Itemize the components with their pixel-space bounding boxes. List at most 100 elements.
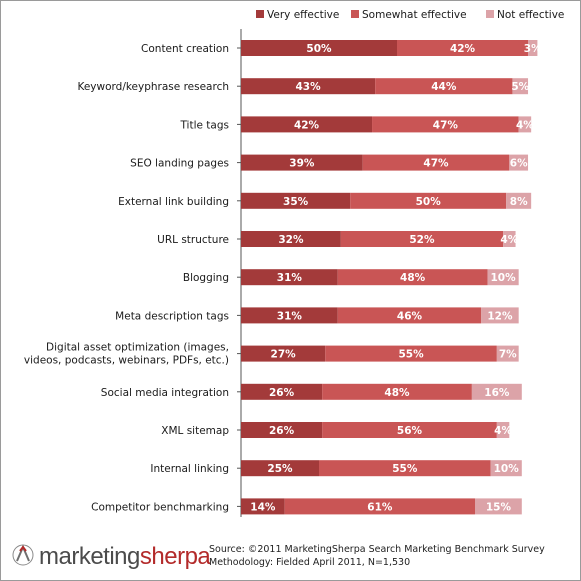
- bar-segment: [319, 460, 491, 477]
- category-label: XML sitemap: [161, 425, 229, 437]
- category-label: Social media integration: [101, 387, 229, 399]
- data-label: 39%: [289, 158, 315, 170]
- data-label: 55%: [398, 349, 424, 361]
- data-label: 47%: [433, 119, 459, 131]
- bar-segment: [241, 460, 319, 477]
- category-label: URL structure: [157, 234, 229, 246]
- bar-segment: [362, 154, 510, 171]
- data-label: 26%: [269, 387, 295, 399]
- source-note: Source: ©2011 MarketingSherpa Search Mar…: [209, 543, 579, 569]
- bar-segment: [322, 383, 472, 400]
- bar-segment: [325, 345, 497, 362]
- data-label: 42%: [294, 119, 320, 131]
- bar-segment: [471, 383, 522, 400]
- data-label: 43%: [296, 81, 322, 93]
- bar-segment: [241, 78, 376, 95]
- category-label: Competitor benchmarking: [91, 501, 229, 513]
- data-label: 42%: [450, 43, 476, 55]
- data-label: 48%: [400, 272, 426, 284]
- bar-segment: [241, 498, 285, 515]
- bar-segment: [397, 40, 529, 56]
- category-label: SEO landing pages: [130, 158, 229, 170]
- bar-segment: [518, 116, 532, 133]
- data-label: 25%: [267, 463, 293, 475]
- data-label: 3%: [524, 43, 542, 55]
- bar-segment: [241, 192, 351, 209]
- bar-segment: [375, 78, 513, 95]
- data-label: 55%: [392, 463, 418, 475]
- logo-text: marketingsherpa: [39, 543, 211, 571]
- category-label: Content creation: [141, 43, 229, 55]
- bar-segment: [337, 269, 488, 286]
- bar-segment: [496, 422, 510, 438]
- data-label: 61%: [367, 501, 393, 513]
- data-label: 31%: [277, 310, 303, 322]
- data-label: 8%: [510, 196, 528, 208]
- bar-segment: [284, 498, 475, 515]
- data-label: 5%: [511, 81, 529, 93]
- category-label: Blogging: [183, 272, 229, 284]
- bar-segment: [528, 40, 538, 56]
- bar-segment: [340, 231, 504, 247]
- data-label: 35%: [283, 196, 309, 208]
- category-label: Internal linking: [150, 463, 229, 475]
- logo-light-text: marketing: [39, 543, 140, 570]
- legend-swatch-2: [486, 10, 494, 18]
- data-label: 26%: [269, 425, 295, 437]
- bar-segment: [337, 307, 482, 324]
- bar-segment: [322, 422, 497, 438]
- data-label: 50%: [306, 43, 332, 55]
- data-label: 44%: [431, 81, 457, 93]
- bar-segment: [241, 116, 373, 133]
- data-label: 4%: [516, 119, 534, 131]
- data-label: 32%: [278, 234, 304, 246]
- category-label: Digital asset optimization (images, video…: [24, 342, 229, 367]
- legend-swatch-1: [351, 10, 359, 18]
- category-label: External link building: [118, 196, 229, 208]
- bar-segment: [509, 154, 529, 171]
- data-label: 52%: [409, 234, 435, 246]
- category-label: Title tags: [179, 119, 229, 131]
- bar-segment: [241, 231, 341, 247]
- data-label: 15%: [486, 501, 512, 513]
- data-label: 10%: [491, 272, 517, 284]
- bar-segment: [481, 307, 519, 324]
- data-label: 7%: [499, 349, 517, 361]
- bar-segment: [503, 231, 516, 247]
- data-label: 50%: [416, 196, 442, 208]
- bar-segment: [241, 307, 338, 324]
- bar-segment: [241, 40, 397, 56]
- category-label: Keyword/keyphrase research: [77, 81, 229, 93]
- source-line: Source: ©2011 MarketingSherpa Search Mar…: [209, 544, 545, 555]
- bar-segment: [372, 116, 519, 133]
- bar-segment: [241, 269, 338, 286]
- methodology-line: Methodology: Fielded April 2011, N=1,530: [209, 557, 411, 568]
- bar-segment: [512, 78, 529, 95]
- data-label: 4%: [500, 234, 518, 246]
- bar-segment: [506, 192, 532, 209]
- legend-swatch-0: [256, 10, 264, 18]
- bar-segment: [241, 345, 326, 362]
- marketingsherpa-logo-icon: [12, 544, 34, 566]
- bar-segment: [490, 460, 522, 477]
- data-label: 47%: [423, 158, 449, 170]
- data-label: 31%: [277, 272, 303, 284]
- bar-segment: [241, 154, 363, 171]
- data-label: 10%: [494, 463, 520, 475]
- data-label: 27%: [271, 349, 297, 361]
- bar-segment: [350, 192, 507, 209]
- data-label: 16%: [484, 387, 510, 399]
- bar-segment: [487, 269, 519, 286]
- bar-segment: [475, 498, 522, 515]
- legend-label-0: Very effective: [267, 9, 339, 21]
- data-label: 4%: [494, 425, 512, 437]
- data-label: 12%: [487, 310, 513, 322]
- category-label: Meta description tags: [115, 310, 229, 322]
- bar-segment: [241, 422, 323, 438]
- legend-label-2: Not effective: [497, 9, 564, 21]
- bar-segment: [241, 383, 323, 400]
- data-label: 6%: [510, 158, 528, 170]
- data-label: 48%: [384, 387, 410, 399]
- legend-label-1: Somewhat effective: [362, 9, 467, 21]
